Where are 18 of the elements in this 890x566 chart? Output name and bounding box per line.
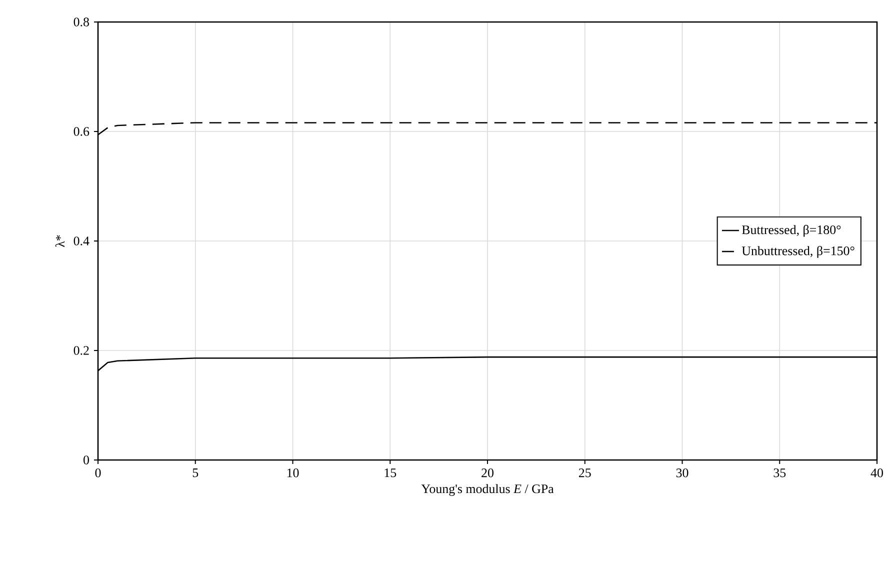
- x-tick-label: 35: [774, 468, 786, 478]
- x-tick-label: 5: [192, 468, 198, 478]
- x-tick-label: 30: [676, 468, 688, 478]
- y-tick-label: 0.8: [74, 18, 89, 26]
- x-tick-label: 15: [384, 468, 396, 478]
- legend-label: Unbuttressed, β=150°: [742, 246, 854, 258]
- x-tick-label: 0: [95, 468, 101, 478]
- x-tick-label: 10: [287, 468, 299, 478]
- x-axis-title: Young's modulus E / GPa: [421, 484, 554, 496]
- x-tick-label: 40: [870, 468, 883, 478]
- x-tick-label: 20: [482, 468, 494, 478]
- y-tick-label: 0.2: [74, 346, 89, 355]
- y-axis-title: λ*: [55, 235, 64, 248]
- x-tick-label: 25: [578, 468, 591, 478]
- y-tick-label: 0.6: [74, 127, 90, 136]
- legend-label: Buttressed, β=180°: [742, 224, 841, 237]
- y-tick-label: 0: [84, 456, 89, 464]
- y-tick-label: 0.4: [74, 236, 90, 246]
